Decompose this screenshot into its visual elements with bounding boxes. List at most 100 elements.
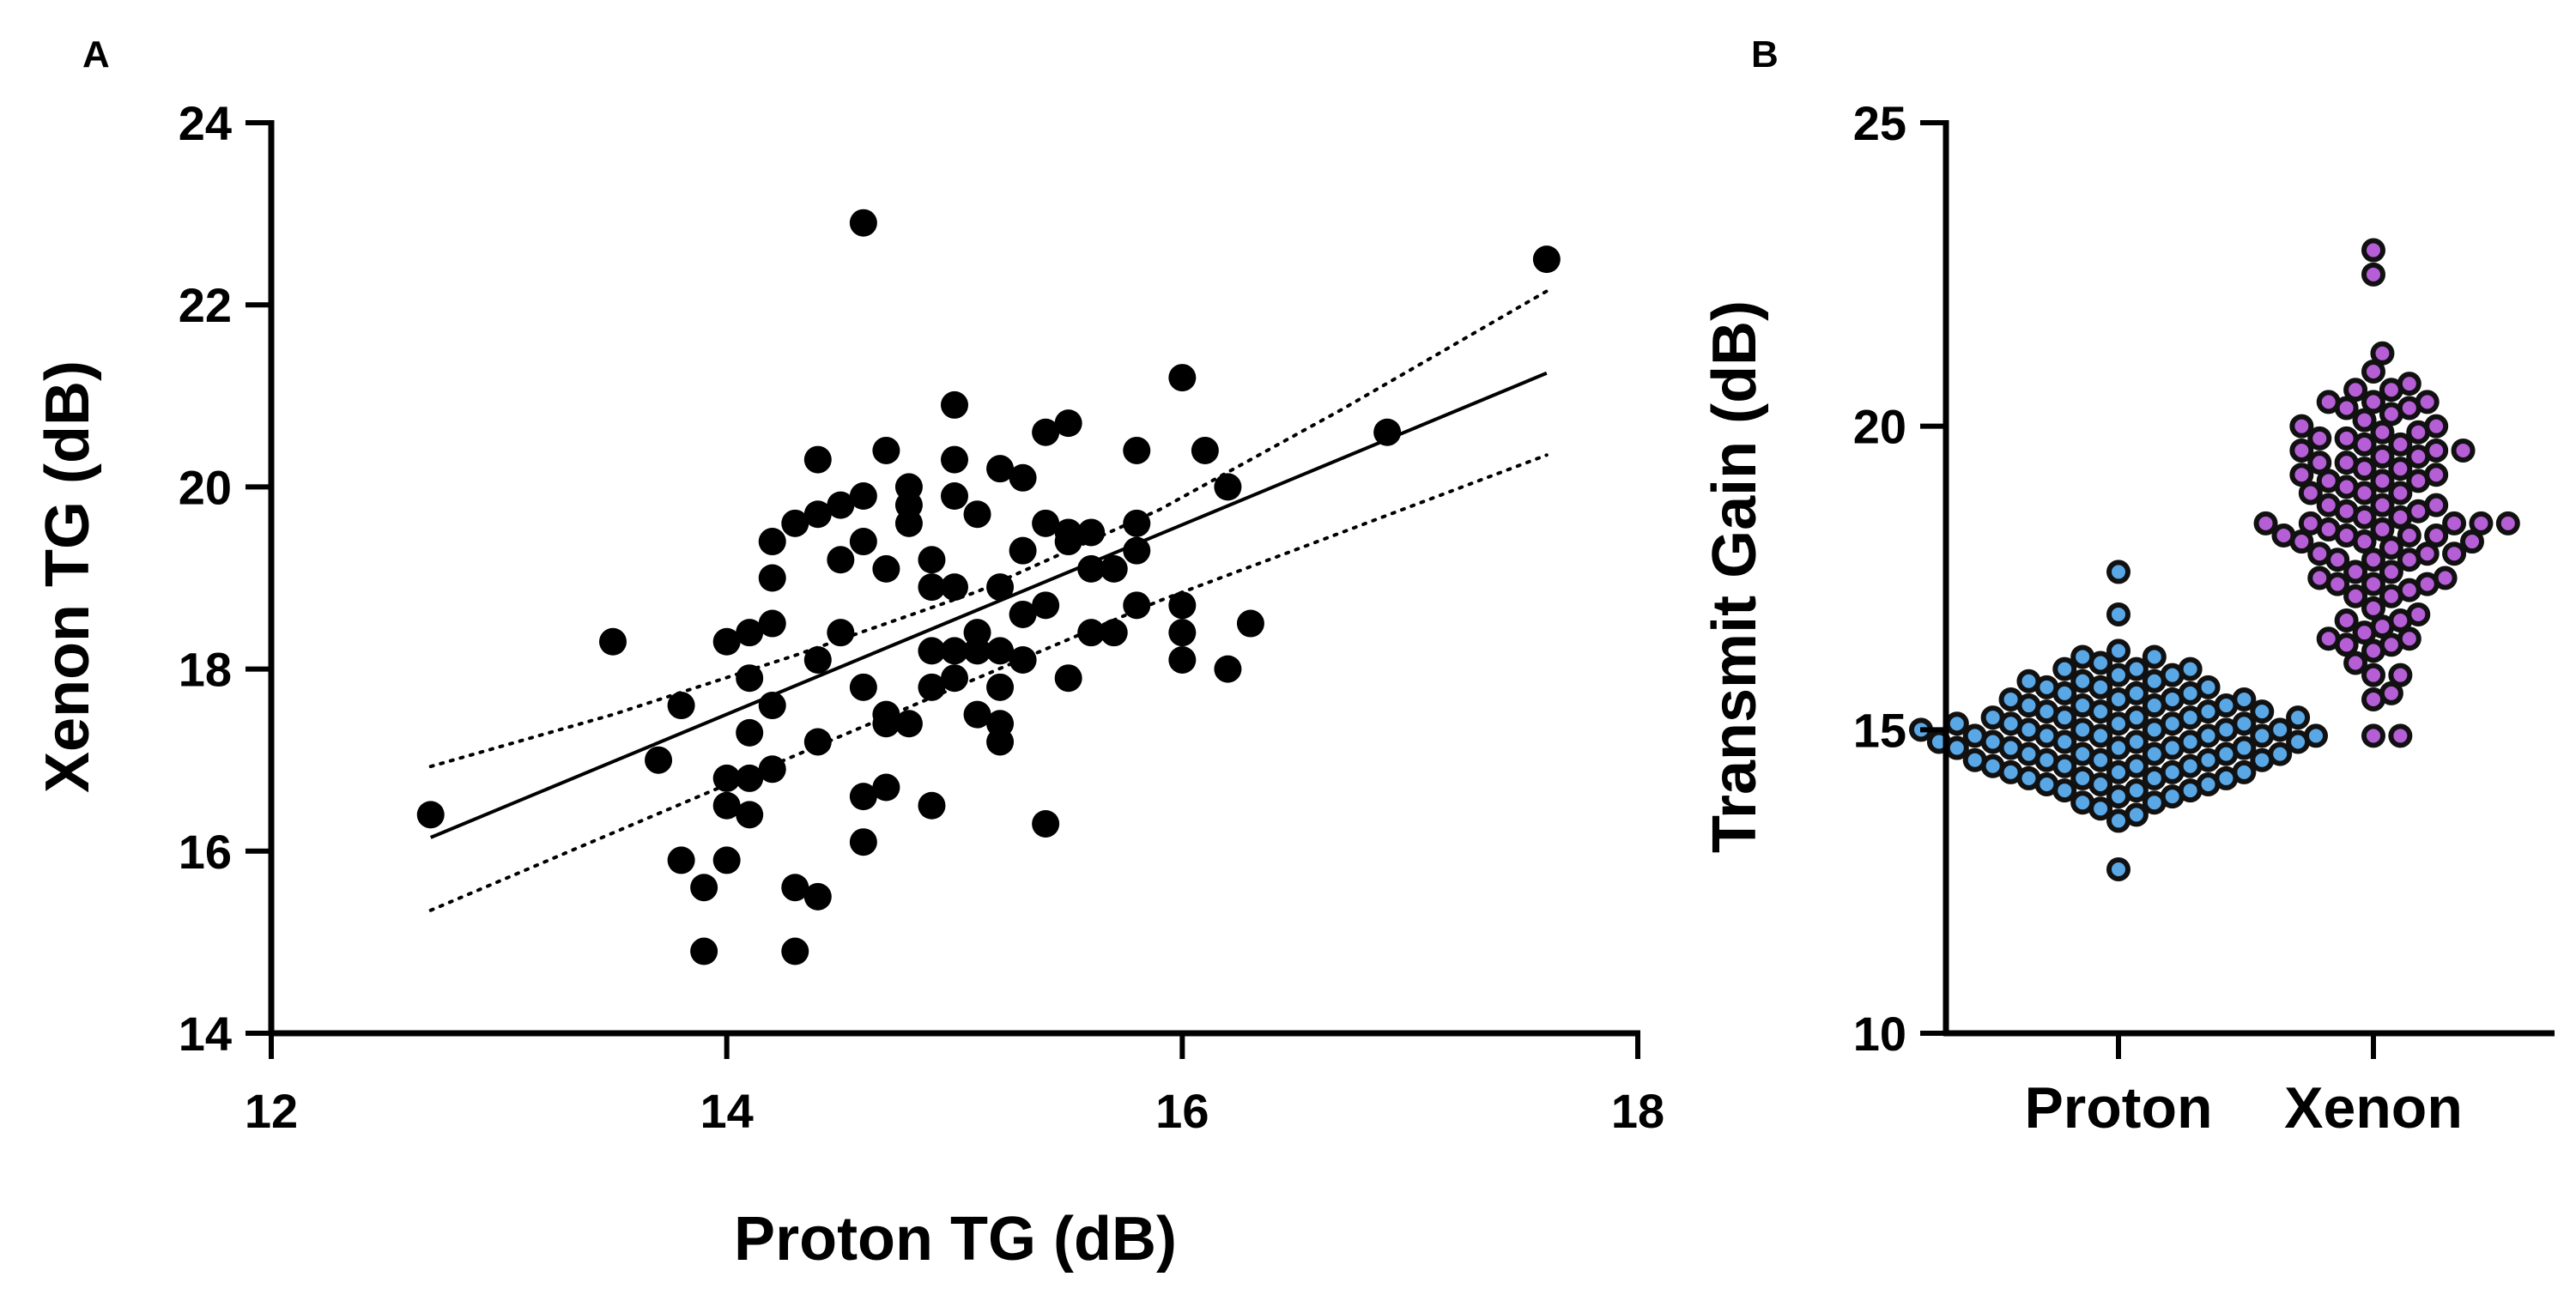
beeswarm-point-proton [2124, 753, 2149, 778]
data-point [894, 710, 923, 738]
beeswarm-point-proton [2232, 711, 2257, 736]
beeswarm-point-proton [2070, 790, 2095, 815]
y-tick-label: 15 [1853, 703, 1906, 757]
beeswarm-point-proton [2070, 717, 2095, 742]
beeswarm-point-xenon [2316, 390, 2341, 415]
beeswarm-point-xenon [2307, 426, 2332, 451]
beeswarm-point-xenon [2343, 584, 2368, 608]
beeswarm-point-xenon [2397, 626, 2421, 651]
data-point [1214, 473, 1242, 501]
data-point [986, 455, 1015, 483]
data-point [1077, 619, 1106, 647]
beeswarm-point-xenon [2424, 523, 2449, 548]
data-point [1214, 655, 1242, 683]
data-point [1009, 600, 1037, 628]
data-point [758, 528, 786, 556]
y-axis-label: Xenon TG (dB) [33, 360, 102, 793]
data-point [1077, 518, 1106, 547]
y-tick-label: 22 [179, 278, 232, 332]
data-point [941, 637, 968, 665]
data-point [918, 546, 946, 574]
confidence-band [428, 289, 1549, 912]
data-point [1100, 619, 1128, 647]
beeswarm-point-xenon [2370, 517, 2395, 542]
beeswarm-point-xenon [2415, 542, 2440, 566]
data-point [963, 700, 991, 729]
beeswarm-point-xenon [2316, 469, 2341, 493]
beeswarm-point-xenon [2424, 438, 2449, 463]
data-point [1009, 645, 1037, 674]
beeswarm-points [1909, 238, 2520, 882]
beeswarm-point-xenon [2388, 457, 2413, 481]
data-point [803, 645, 832, 674]
beeswarm-point-xenon [2289, 414, 2314, 439]
data-point [690, 874, 718, 902]
y-tick-label: 10 [1853, 1007, 1906, 1061]
regression-line [429, 371, 1548, 839]
beeswarm-point-xenon [2361, 262, 2385, 287]
beeswarm-point-xenon [2316, 493, 2341, 517]
beeswarm-point-xenon [2343, 650, 2368, 675]
x-axis-ticks: 12 14 16 18 [245, 1033, 1664, 1138]
beeswarm-point-proton [2106, 638, 2131, 663]
beeswarm-point-proton [2178, 657, 2203, 681]
data-point [986, 728, 1015, 756]
beeswarm-point-xenon [2379, 560, 2403, 584]
data-point [1123, 536, 1151, 565]
x-axis-categories: Proton Xenon [2024, 1033, 2463, 1141]
data-point [667, 692, 695, 720]
data-point [918, 791, 946, 820]
beeswarm-point-xenon [2352, 408, 2377, 433]
beeswarm-point-xenon [2379, 681, 2403, 705]
y-tick-label: 25 [1853, 96, 1906, 150]
data-point [781, 874, 809, 902]
beeswarm-point-xenon [2424, 493, 2449, 517]
beeswarm-point-xenon [2388, 432, 2413, 457]
beeswarm-point-xenon [2253, 511, 2278, 536]
data-point [781, 937, 809, 965]
data-point [712, 627, 741, 656]
data-point [736, 664, 764, 693]
panel-a-label: A [82, 33, 110, 76]
beeswarm-point-xenon [2370, 341, 2395, 366]
data-point [736, 801, 764, 829]
data-point [736, 764, 764, 792]
data-point [1168, 364, 1197, 392]
beeswarm-point-xenon [2388, 481, 2413, 505]
data-point [758, 755, 786, 784]
x-tick-label: 18 [1611, 1084, 1664, 1138]
beeswarm-point-proton [1980, 705, 2005, 730]
beeswarm-point-proton [2304, 723, 2328, 748]
y-tick-label: 20 [179, 460, 232, 514]
beeswarm-point-xenon [2361, 548, 2385, 572]
data-point [1100, 554, 1128, 583]
data-point [963, 637, 991, 665]
beeswarm-point-xenon [2298, 511, 2323, 536]
data-point [1054, 528, 1082, 556]
beeswarm-point-xenon [2361, 390, 2385, 415]
beeswarm-point-proton [2124, 681, 2149, 705]
beeswarm-point-xenon [2289, 463, 2314, 487]
y-tick-label: 16 [179, 825, 232, 879]
beeswarm-point-proton [2268, 741, 2293, 766]
x-tick-label: 14 [700, 1084, 754, 1138]
data-point [1168, 619, 1197, 647]
data-point [1123, 436, 1151, 464]
beeswarm-point-xenon [2271, 523, 2296, 548]
data-point [849, 209, 877, 237]
panel-b-label: B [1751, 33, 1779, 76]
beeswarm-point-proton [2124, 778, 2149, 803]
data-point [1032, 809, 1060, 838]
beeswarm-point-xenon [2289, 438, 2314, 463]
data-point [1123, 591, 1151, 620]
data-point [667, 846, 695, 874]
beeswarm-point-proton [2232, 759, 2257, 784]
data-point [803, 882, 832, 911]
beeswarm-point-proton [2070, 765, 2095, 790]
data-point [849, 828, 877, 856]
data-point [1168, 645, 1197, 674]
beeswarm-point-proton [2052, 657, 2077, 681]
data-point [1009, 463, 1037, 492]
data-point [1077, 554, 1106, 583]
